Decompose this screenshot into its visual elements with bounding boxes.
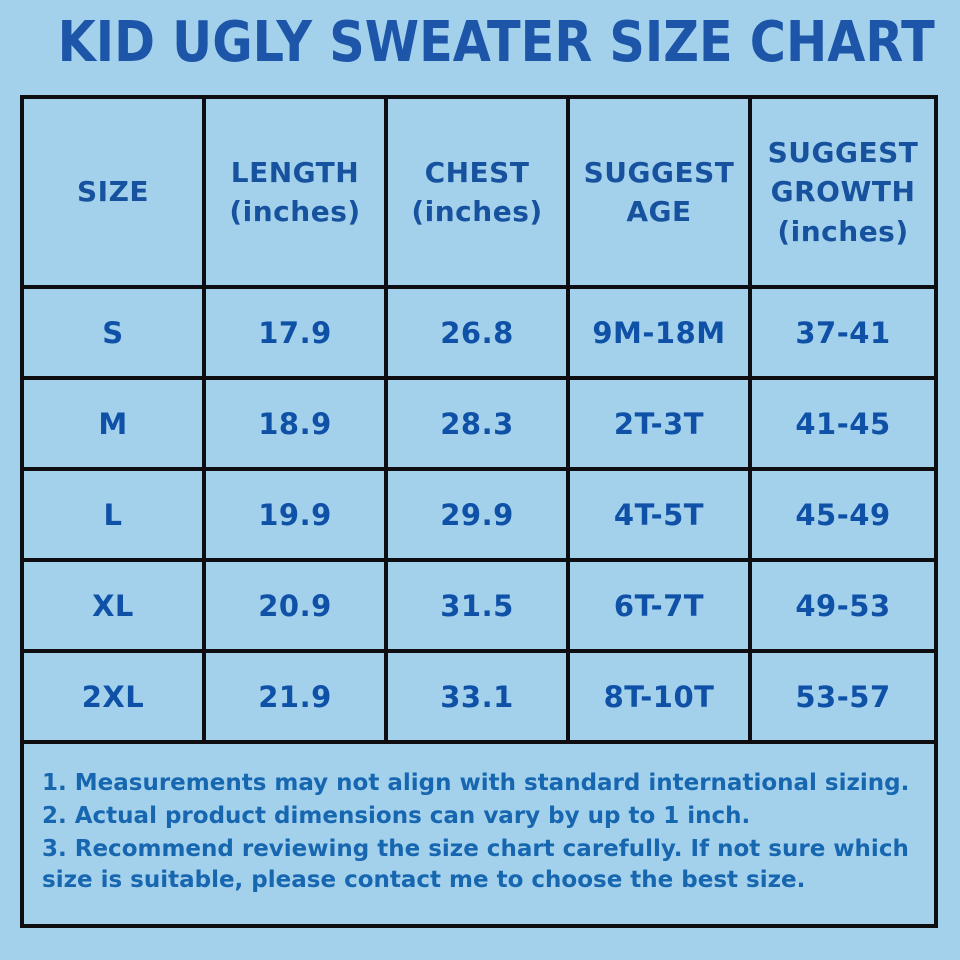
cell-m-length: 18.9 xyxy=(206,380,388,471)
cell-s-age: 9M-18M xyxy=(570,289,752,380)
cell-m-age: 2T-3T xyxy=(570,380,752,471)
cell-xl-growth: 49-53 xyxy=(752,562,934,653)
cell-l-chest: 29.9 xyxy=(388,471,570,562)
note-3: 3. Recommend reviewing the size chart ca… xyxy=(42,836,909,893)
header-suggest-age: SUGGEST AGE xyxy=(570,99,752,289)
cell-xl-length: 20.9 xyxy=(206,562,388,653)
cell-s-size: S xyxy=(24,289,206,380)
cell-m-size: M xyxy=(24,380,206,471)
cell-2xl-length: 21.9 xyxy=(206,653,388,744)
cell-xl-age: 6T-7T xyxy=(570,562,752,653)
header-size: SIZE xyxy=(24,99,206,289)
cell-l-growth: 45-49 xyxy=(752,471,934,562)
cell-xl-size: XL xyxy=(24,562,206,653)
header-chest: CHEST (inches) xyxy=(388,99,570,289)
cell-xl-chest: 31.5 xyxy=(388,562,570,653)
cell-2xl-chest: 33.1 xyxy=(388,653,570,744)
cell-2xl-size: 2XL xyxy=(24,653,206,744)
page-title: KID UGLY SWEATER SIZE CHART xyxy=(57,10,935,75)
header-length: LENGTH (inches) xyxy=(206,99,388,289)
note-1: 1. Measurements may not align with stand… xyxy=(42,770,910,796)
cell-l-length: 19.9 xyxy=(206,471,388,562)
cell-s-chest: 26.8 xyxy=(388,289,570,380)
note-2: 2. Actual product dimensions can vary by… xyxy=(42,803,751,829)
size-chart-table: SIZE LENGTH (inches) CHEST (inches) SUGG… xyxy=(20,95,938,928)
cell-l-age: 4T-5T xyxy=(570,471,752,562)
cell-s-length: 17.9 xyxy=(206,289,388,380)
size-notes: 1. Measurements may not align with stand… xyxy=(24,744,934,924)
cell-l-size: L xyxy=(24,471,206,562)
header-suggest-growth: SUGGEST GROWTH (inches) xyxy=(752,99,934,289)
cell-s-growth: 37-41 xyxy=(752,289,934,380)
cell-2xl-growth: 53-57 xyxy=(752,653,934,744)
cell-m-growth: 41-45 xyxy=(752,380,934,471)
cell-m-chest: 28.3 xyxy=(388,380,570,471)
cell-2xl-age: 8T-10T xyxy=(570,653,752,744)
